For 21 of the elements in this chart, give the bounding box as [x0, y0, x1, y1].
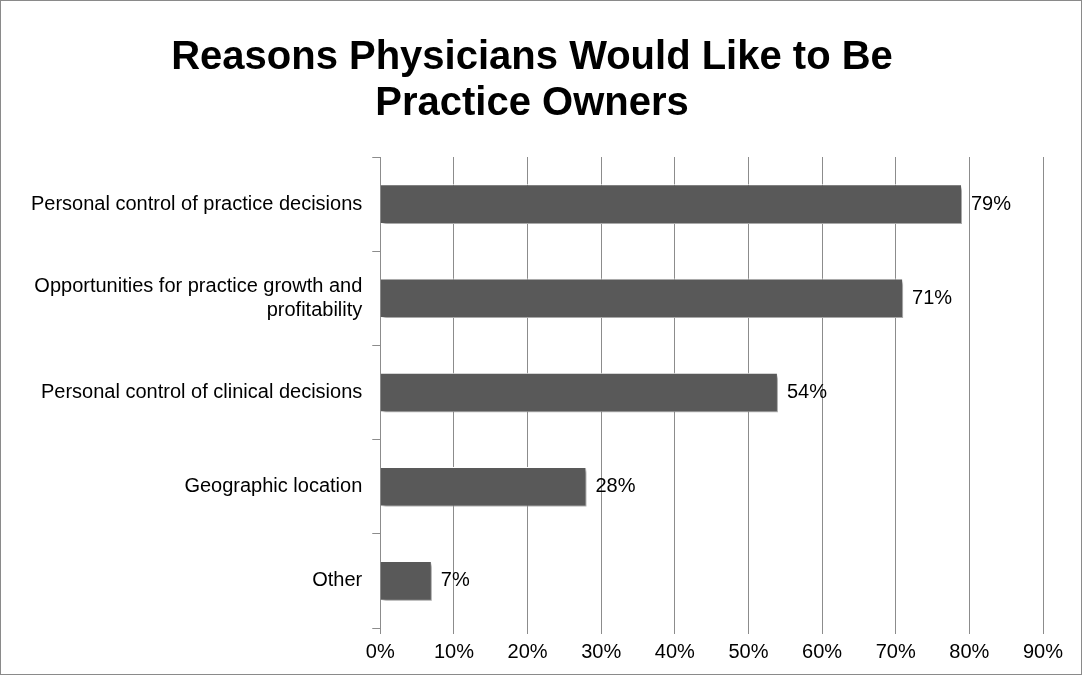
x-tick-label: 10%: [433, 639, 475, 662]
y-tick-label: Personal control of clinical decisions: [41, 380, 363, 403]
x-tick-label: 70%: [875, 639, 916, 662]
x-tick-label: 0%: [365, 639, 395, 662]
data-label: 28%: [595, 474, 636, 497]
data-label: 71%: [912, 285, 953, 308]
y-tick-label: Opportunities for practice growth and profitability: [34, 273, 363, 320]
y-tick-label: Personal control of practice decisions: [31, 191, 363, 214]
x-tick-label: 50%: [728, 639, 769, 662]
x-tick-label: 80%: [949, 639, 990, 662]
x-tick-label: 20%: [507, 639, 548, 662]
x-tick-label: 90%: [1022, 639, 1064, 662]
data-label: 7%: [440, 568, 470, 591]
x-tick-label: 30%: [581, 639, 622, 662]
data-label: 54%: [786, 380, 828, 403]
y-tick-label: Geographic location: [184, 474, 363, 497]
x-tick-label: 60%: [802, 639, 843, 662]
x-tick-label: 40%: [654, 639, 696, 662]
data-label: 79%: [971, 191, 1012, 214]
chart-title: Reasons Physicians Would Like to Be Practice Owners: [171, 33, 893, 124]
y-tick-label: Other: [312, 568, 363, 591]
